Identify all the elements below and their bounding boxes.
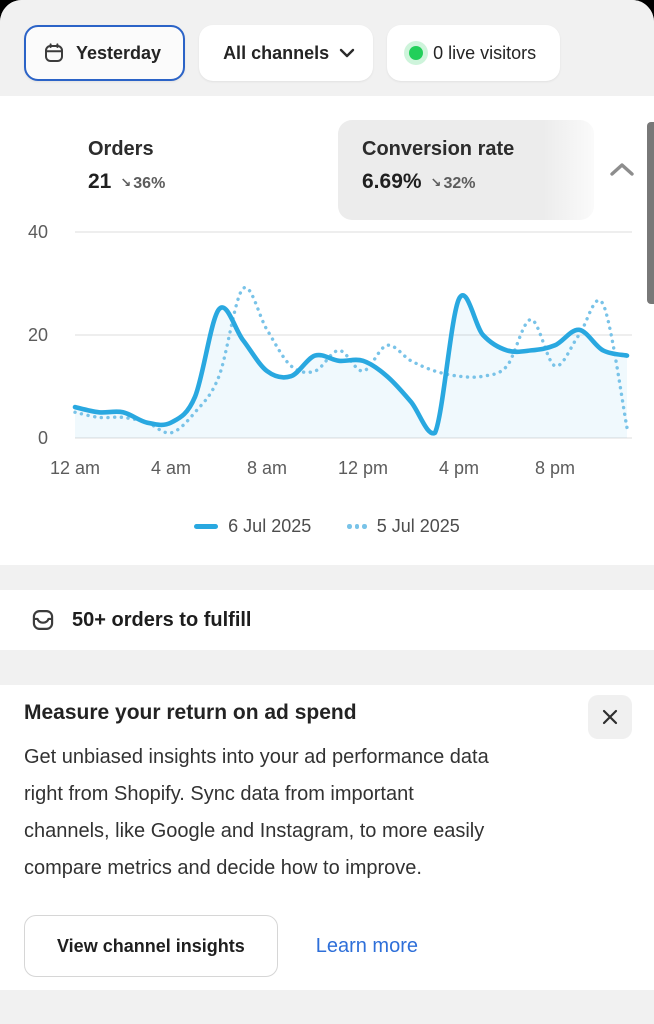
orders-line-chart xyxy=(72,231,632,439)
ad-banner-title: Measure your return on ad spend xyxy=(24,701,357,724)
dismiss-banner-button[interactable] xyxy=(588,695,632,739)
metric-value: 6.69% xyxy=(362,170,422,193)
metric-value: 21 xyxy=(88,170,112,193)
vertical-scrollbar-thumb[interactable] xyxy=(647,122,654,304)
chart-legend: 6 Jul 2025 5 Jul 2025 xyxy=(0,516,654,537)
filters-toolbar: Yesterday All channels 0 live visitors xyxy=(0,0,654,96)
live-visitors-badge[interactable]: 0 live visitors xyxy=(387,25,561,81)
legend-item-previous: 5 Jul 2025 xyxy=(347,516,460,537)
orders-box-icon xyxy=(30,607,56,633)
ad-banner-body: Get unbiased insights into your ad perfo… xyxy=(24,746,489,879)
ad-banner-actions: View channel insights Learn more xyxy=(24,915,630,977)
calendar-icon xyxy=(42,41,66,65)
dotted-line-swatch xyxy=(347,524,367,529)
live-status-dot xyxy=(409,46,424,60)
section-divider xyxy=(0,565,654,590)
metric-delta: ↘ 36% xyxy=(120,175,166,192)
live-visitors-label: 0 live visitors xyxy=(433,42,537,63)
orders-to-fulfill-row[interactable]: 50+ orders to fulfill xyxy=(0,590,654,650)
close-icon xyxy=(601,708,619,726)
collapse-chart-button[interactable] xyxy=(604,154,640,184)
learn-more-link[interactable]: Learn more xyxy=(315,934,418,957)
bottom-spacer xyxy=(0,990,654,1024)
date-range-label: Yesterday xyxy=(76,42,162,63)
trend-down-icon: ↘ xyxy=(120,175,132,190)
analytics-chart-card: Orders 21 ↘ 36% Conversion rate 6.69% ↘ … xyxy=(0,96,654,565)
date-range-button[interactable]: Yesterday xyxy=(24,25,186,81)
metric-tab-conversion-rate[interactable]: Conversion rate 6.69% ↘ 32% xyxy=(338,120,594,220)
trend-down-icon: ↘ xyxy=(430,175,442,190)
metric-delta: ↘ 32% xyxy=(430,175,476,192)
channels-filter-label: All channels xyxy=(223,42,330,63)
channels-filter-button[interactable]: All channels xyxy=(199,25,374,81)
metric-label: Orders xyxy=(88,138,154,160)
chevron-up-icon xyxy=(609,162,635,177)
metric-label: Conversion rate xyxy=(362,138,515,160)
metric-tab-orders[interactable]: Orders 21 ↘ 36% xyxy=(64,120,314,220)
ad-spend-banner: Measure your return on ad spend Get unbi… xyxy=(0,685,654,990)
view-channel-insights-button[interactable]: View channel insights xyxy=(24,915,278,977)
solid-line-swatch xyxy=(194,524,219,529)
section-divider xyxy=(0,650,654,685)
chevron-down-icon xyxy=(339,48,355,58)
legend-item-current: 6 Jul 2025 xyxy=(194,516,311,537)
fulfill-label: 50+ orders to fulfill xyxy=(72,608,252,631)
